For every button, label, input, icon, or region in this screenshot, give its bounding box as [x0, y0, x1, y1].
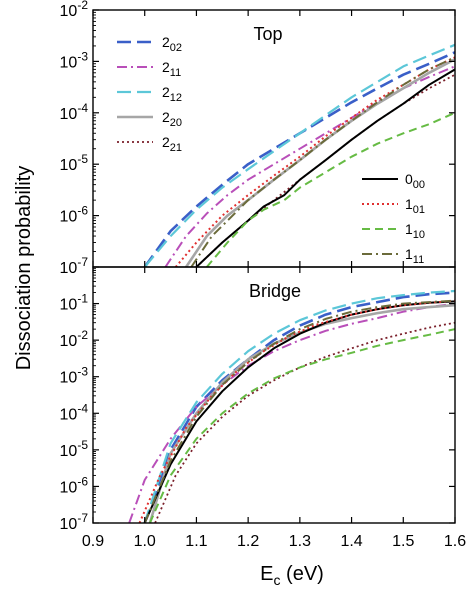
- top-ytick-label: 10-3: [60, 49, 89, 71]
- legend-entry-221: 221: [117, 134, 182, 154]
- top-panel-title: Top: [253, 24, 282, 44]
- xtick-label: 1.4: [340, 533, 362, 550]
- legend-label: 212: [162, 84, 182, 104]
- legend-entry-202: 202: [117, 34, 182, 54]
- legend-label: 202: [162, 34, 182, 54]
- panel-top: 10-7 10-6 10-5 10-4 10-3 10-2 Top: [60, 0, 456, 277]
- bridge-ytick-label: 10-3: [60, 365, 89, 387]
- bridge-panel-title: Bridge: [249, 281, 301, 301]
- xtick-label: 1.1: [185, 533, 207, 550]
- bridge-series-221: [154, 321, 455, 523]
- bridge-ytick-label: 10-5: [60, 438, 89, 460]
- legend-entry-220: 220: [117, 109, 182, 129]
- x-axis-label: Ec (eV): [260, 563, 324, 588]
- legend-label: 221: [162, 134, 182, 154]
- xtick-label: 1.5: [392, 533, 414, 550]
- bridge-series-202: [143, 291, 455, 523]
- legend-label: 000: [405, 171, 425, 191]
- bridge-series-111: [143, 299, 455, 523]
- legend-label: 220: [162, 109, 182, 129]
- bridge-ytick-label: 10-4: [60, 401, 89, 423]
- bridge-series-group: [128, 289, 455, 523]
- bridge-ytick-label: 10-6: [60, 474, 89, 496]
- bridge-ytick-label: 10-7: [60, 511, 89, 533]
- bridge-series-211: [128, 302, 455, 523]
- bridge-series-000: [143, 300, 455, 523]
- legend-entry-000: 000: [362, 171, 425, 191]
- top-series-212: [143, 43, 455, 267]
- top-series-220: [185, 58, 455, 267]
- xtick-label: 1.2: [237, 533, 259, 550]
- bridge-ytick-label: 10-1: [60, 292, 89, 314]
- xtick-label: 0.9: [82, 533, 104, 550]
- legend-entry-101: 101: [362, 196, 425, 216]
- x-axis-label-main: E: [260, 563, 273, 585]
- x-axis-label-unit: (eV): [281, 563, 324, 585]
- panel-bridge: 10-7 10-6 10-5 10-4 10-3 10-2 10-1 Bridge: [60, 266, 456, 533]
- top-series-group: [143, 43, 455, 267]
- legend-entry-110: 110: [362, 221, 425, 241]
- top-ytick-label: 10-2: [60, 0, 89, 20]
- top-plot-frame: [92, 9, 456, 268]
- x-axis-label-sub: c: [274, 572, 281, 588]
- bridge-series-110: [148, 328, 455, 523]
- legend-entry-212: 212: [117, 84, 182, 104]
- legend-entry-211: 211: [117, 59, 181, 79]
- bridge-series-212: [143, 289, 455, 523]
- bridge-plot-frame: [92, 266, 456, 524]
- bridge-series-220: [148, 303, 455, 523]
- legend-label: 101: [405, 196, 425, 216]
- legend-entry-111: 111: [362, 246, 424, 266]
- legend-label: 211: [162, 59, 181, 79]
- bridge-ytick-label: 10-2: [60, 328, 89, 350]
- legend-label: 110: [405, 221, 425, 241]
- top-ytick-label: 10-4: [60, 101, 89, 123]
- top-ytick-label: 10-6: [60, 204, 89, 226]
- top-ytick-label: 10-5: [60, 152, 89, 174]
- y-axis-label: Dissociation probability: [13, 166, 35, 371]
- legend-label: 111: [405, 246, 424, 266]
- top-series-111: [190, 56, 455, 267]
- top-ytick-label: 10-7: [60, 255, 89, 277]
- xtick-label: 1.3: [289, 533, 311, 550]
- xtick-label: 1.0: [134, 533, 156, 550]
- top-series-110: [206, 111, 455, 267]
- xtick-label: 1.6: [444, 533, 466, 550]
